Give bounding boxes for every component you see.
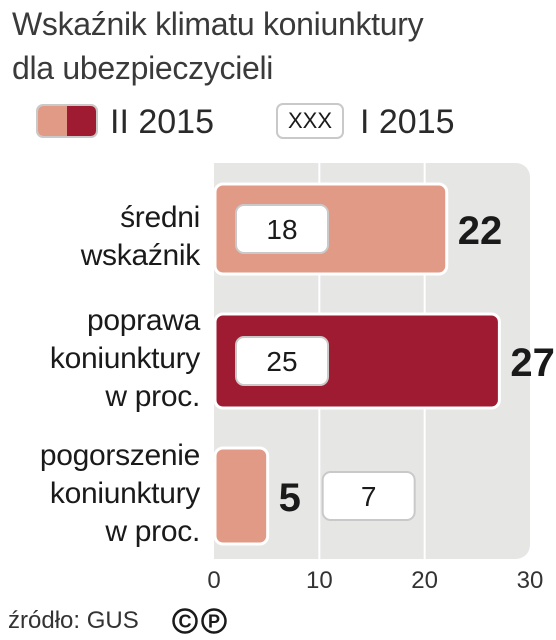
copyright-icon: C P: [172, 608, 227, 634]
box-previous-1: [235, 336, 329, 386]
label-current-0: 22: [458, 209, 503, 253]
license-letter-c: C: [179, 612, 192, 632]
category-label-1-line-1: koniunktury: [49, 342, 200, 375]
label-previous-2: 7: [361, 481, 377, 512]
category-label-0: średni wskaźnik: [0, 199, 201, 275]
legend-swatch-light: [38, 106, 67, 136]
x-tick-label-0: 0: [207, 567, 221, 594]
category-label-2-line-1: koniunktury: [49, 477, 200, 510]
legend-label-previous: I 2015: [360, 103, 455, 141]
category-label-2: pogorszenie koniunktury w proc.: [0, 437, 200, 551]
category-label-1-line-2: w proc.: [105, 380, 200, 413]
x-tick-label-3: 30: [516, 567, 544, 594]
bar-current-2: [213, 446, 270, 546]
license-letter-p: P: [208, 612, 220, 632]
category-label-1: poprawa koniunktury w proc.: [0, 302, 200, 416]
source-note: źródło: GUS: [8, 607, 139, 634]
chart-title: Wskaźnik klimatu koniunktury dla ubezpie…: [12, 2, 552, 90]
label-previous-0: 18: [266, 214, 297, 245]
legend-swatch-dark: [67, 106, 96, 136]
label-current-2: 5: [279, 476, 301, 520]
category-label-2-line-0: pogorszenie: [39, 439, 200, 472]
box-previous-2: [321, 471, 416, 521]
category-label-1-line-0: poprawa: [87, 304, 200, 337]
x-tick-label-1: 10: [305, 567, 333, 594]
category-label-0-line-0: średni: [120, 201, 200, 234]
category-label-0-line-1: wskaźnik: [80, 239, 201, 272]
legend-swatch-current: [36, 104, 98, 138]
legend: II 2015 XXX I 2015: [36, 98, 536, 146]
category-label-2-line-2: w proc.: [105, 515, 200, 548]
chart-title-line-1: Wskaźnik klimatu koniunktury: [12, 6, 424, 42]
legend-label-current: II 2015: [110, 103, 214, 141]
legend-box-previous: XXX: [276, 103, 344, 139]
box-previous-0: [235, 204, 329, 254]
chart-title-line-2: dla ubezpieczycieli: [12, 50, 274, 86]
label-previous-1: 25: [266, 346, 297, 377]
label-current-1: 27: [510, 341, 555, 385]
x-tick-label-2: 20: [411, 567, 438, 594]
